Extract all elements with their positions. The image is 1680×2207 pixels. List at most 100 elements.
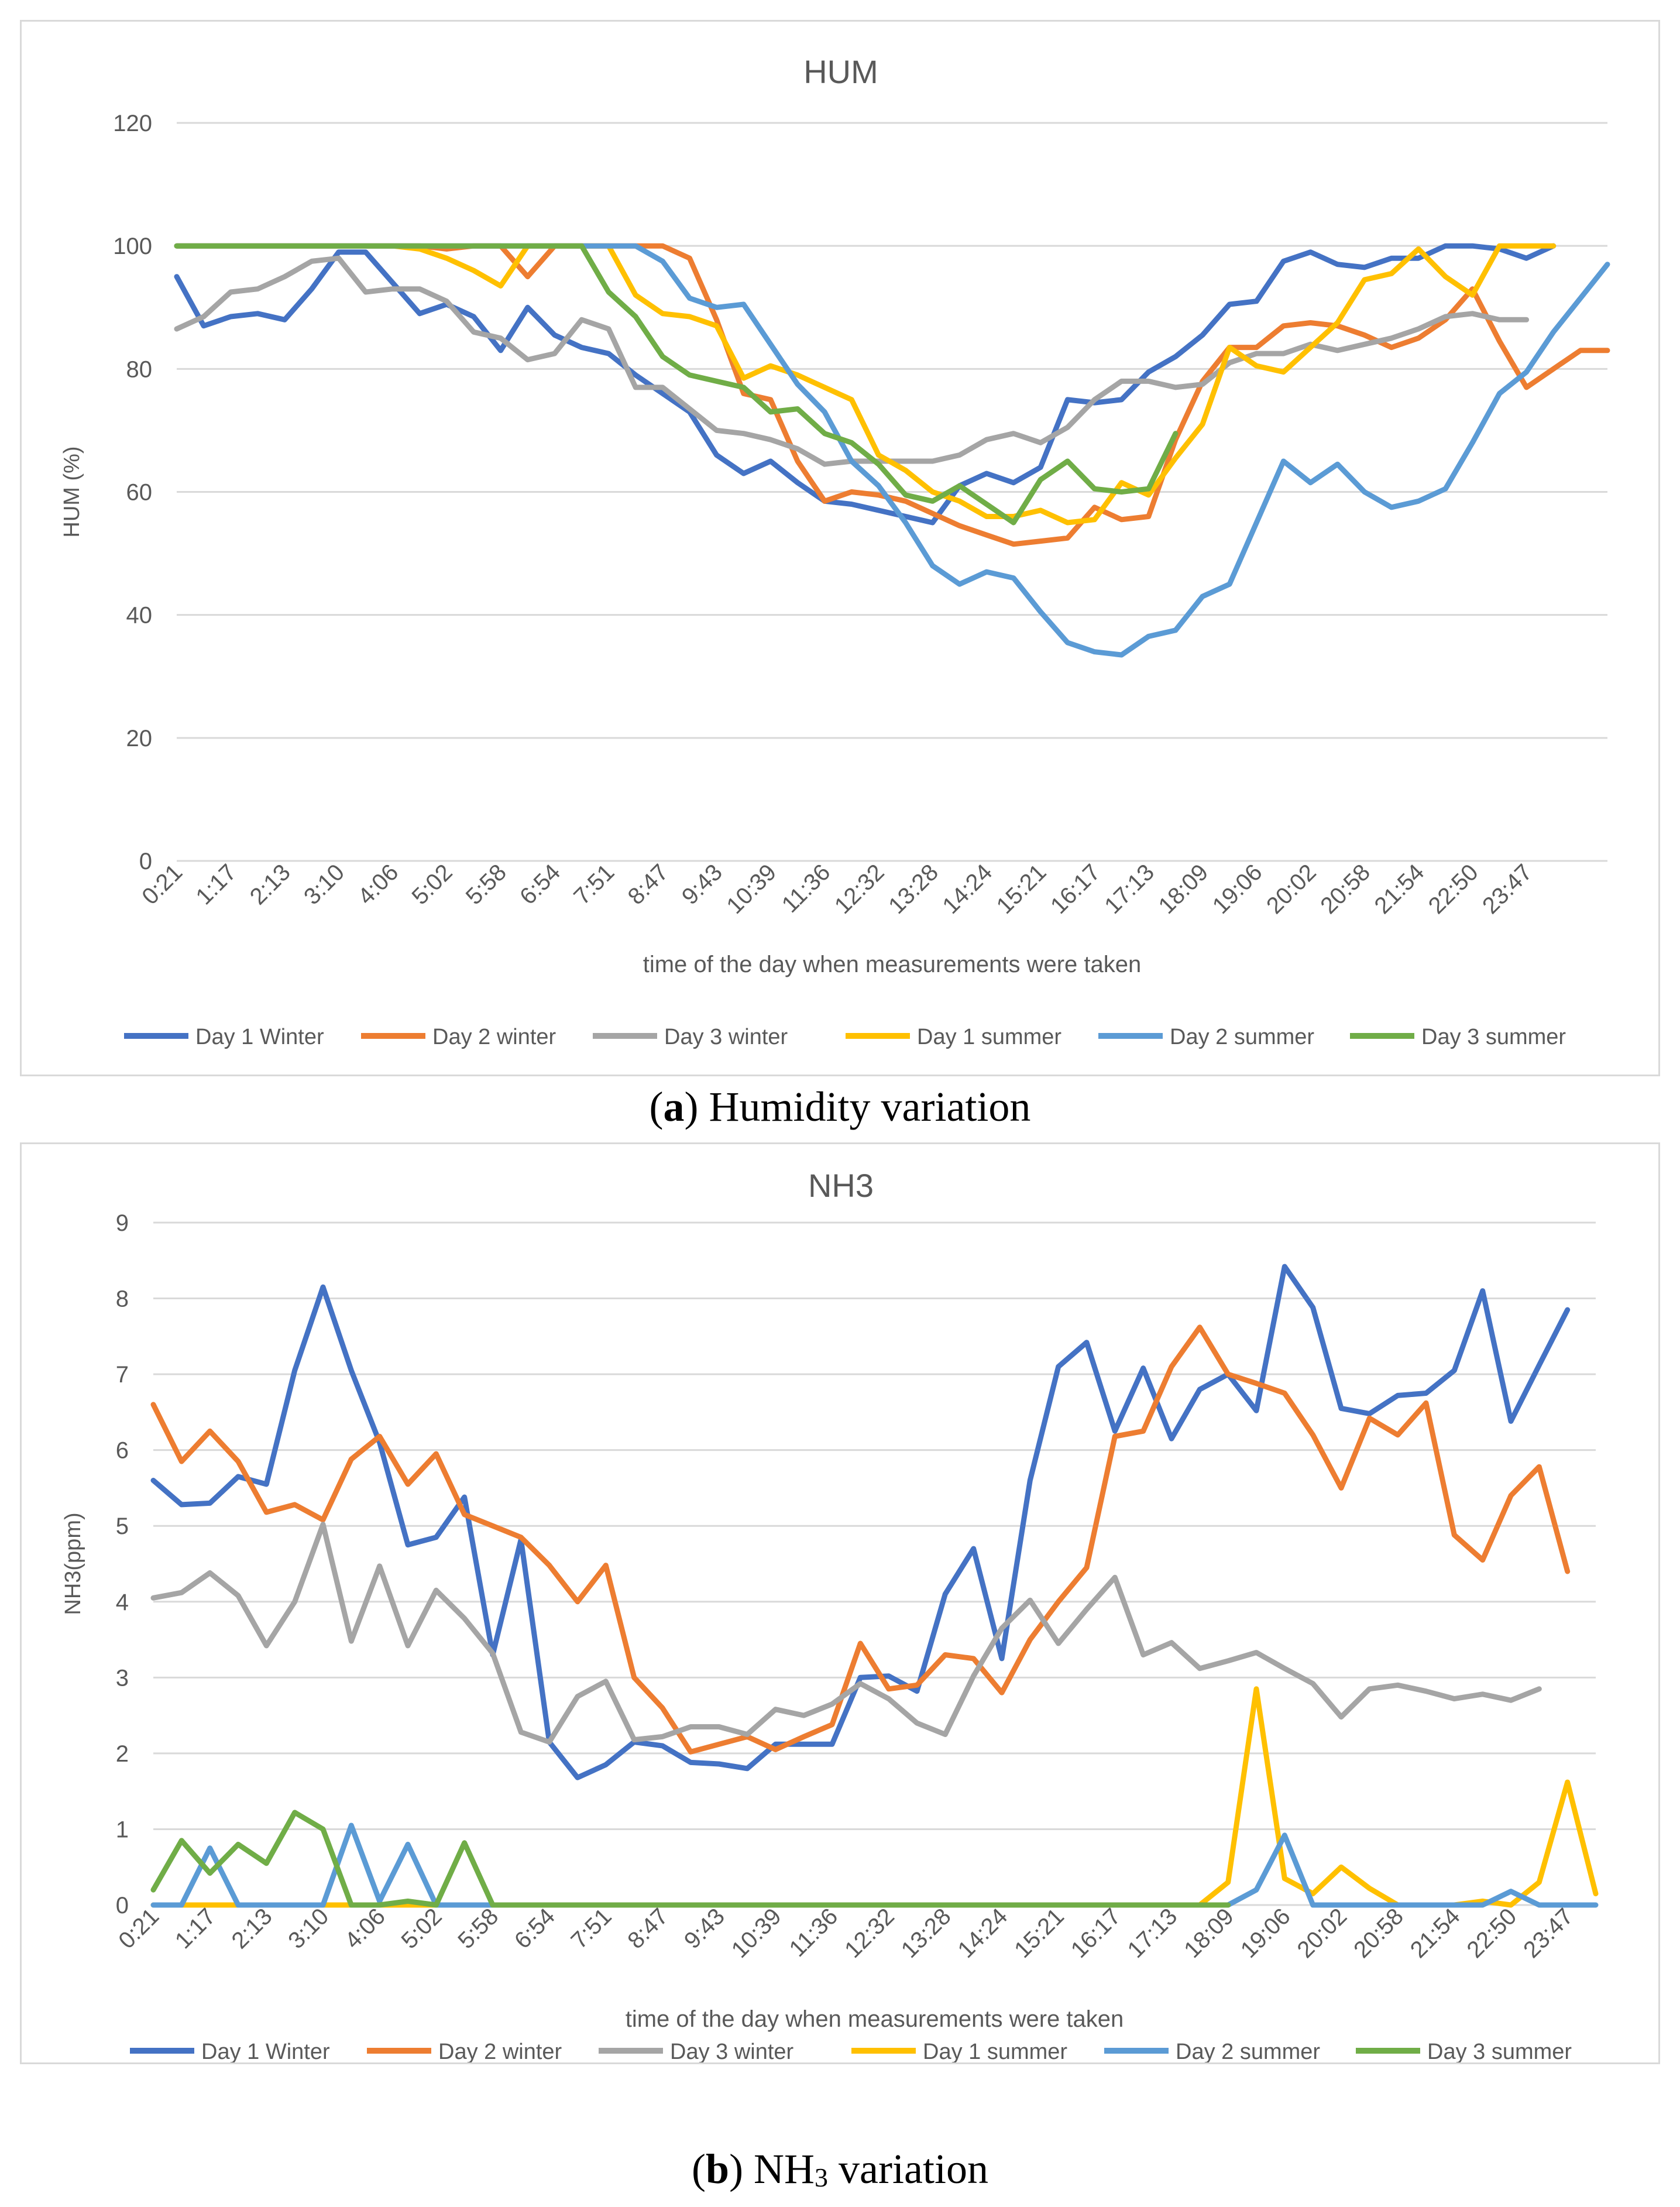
- y-tick-label: 80: [126, 356, 153, 382]
- x-tick-label: 3:10: [283, 1903, 334, 1954]
- x-tick-label: 2:13: [245, 859, 296, 909]
- x-tick-label: 7:51: [566, 1903, 617, 1954]
- chart-title: NH3: [808, 1167, 874, 1204]
- y-tick-label: 120: [113, 111, 152, 136]
- x-tick-label: 5:02: [407, 859, 458, 909]
- series-line-day-3-summer: [150, 1810, 1231, 1908]
- x-tick-label: 12:32: [840, 1903, 899, 1963]
- caption-b-suffix: variation: [828, 2146, 988, 2192]
- x-tick-label: 19:06: [1208, 859, 1267, 919]
- x-tick-label: 8:47: [623, 1903, 673, 1954]
- x-tick-label: 18:09: [1179, 1903, 1239, 1963]
- x-axis-title: time of the day when measurements were t…: [643, 952, 1142, 977]
- x-tick-label: 22:50: [1462, 1903, 1521, 1963]
- x-tick-label: 12:32: [830, 859, 889, 919]
- x-tick-label: 11:36: [785, 1903, 843, 1962]
- series-line-day-3-winter: [150, 1522, 1542, 1745]
- x-tick-label: 20:02: [1292, 1903, 1352, 1963]
- y-tick-label: 7: [116, 1362, 129, 1388]
- caption-b-prefix: NH: [743, 2146, 815, 2192]
- legend-label-day-3-summer: Day 3 summer: [1421, 1025, 1566, 1049]
- x-tick-label: 5:58: [461, 859, 511, 909]
- caption-b-sub: 3: [815, 2163, 829, 2192]
- x-tick-label: 21:54: [1370, 859, 1430, 919]
- x-tick-label: 22:50: [1424, 859, 1483, 919]
- legend-label-day-3-winter: Day 3 winter: [670, 2040, 794, 2062]
- series-line-day-2-summer: [174, 243, 1610, 658]
- x-tick-label: 21:54: [1406, 1903, 1465, 1963]
- caption-a-text: Humidity variation: [698, 1083, 1031, 1130]
- series-line-day-3-winter: [174, 255, 1530, 467]
- y-tick-label: 1: [116, 1817, 129, 1842]
- x-tick-label: 4:06: [340, 1903, 390, 1954]
- x-tick-label: 20:58: [1315, 859, 1375, 919]
- x-axis-title: time of the day when measurements were t…: [626, 2006, 1124, 2032]
- x-tick-label: 23:47: [1518, 1903, 1578, 1963]
- legend-label-day-2-winter: Day 2 winter: [432, 1025, 556, 1049]
- caption-nh3: (b) NH3 variation: [692, 2146, 988, 2192]
- legend-label-day-2-summer: Day 2 summer: [1176, 2040, 1320, 2062]
- x-tick-label: 9:43: [677, 859, 727, 909]
- y-tick-label: 4: [116, 1590, 129, 1615]
- legend-label-day-1-summer: Day 1 summer: [923, 2040, 1067, 2062]
- x-tick-label: 6:54: [510, 1903, 560, 1954]
- x-tick-label: 10:39: [722, 859, 781, 919]
- x-tick-label: 1:17: [170, 1903, 221, 1954]
- x-tick-label: 23:47: [1478, 859, 1537, 919]
- x-tick-label: 15:21: [1009, 1903, 1069, 1963]
- humidity-chart-panel: HUM 0 20 40 60 80 100 120 0:21 1:17 2:13 3:10 4:06 5:…: [20, 20, 1660, 1076]
- y-tick-label: 60: [126, 480, 153, 506]
- y-tick-label: 9: [116, 1210, 129, 1236]
- legend-label-day-2-winter: Day 2 winter: [438, 2040, 562, 2062]
- legend-label-day-2-summer: Day 2 summer: [1170, 1025, 1314, 1049]
- x-tick-label: 9:43: [679, 1903, 730, 1954]
- y-tick-label: 5: [116, 1513, 129, 1539]
- series-line-day-2-winter: [150, 1324, 1571, 1755]
- x-tick-label: 5:02: [397, 1903, 447, 1954]
- y-axis-title: NH3(ppm): [61, 1512, 85, 1615]
- x-tick-label: 20:02: [1262, 859, 1321, 919]
- legend-label-day-1-winter: Day 1 Winter: [195, 1025, 324, 1049]
- chart-title: HUM: [803, 53, 878, 90]
- x-tick-label: 6:54: [515, 859, 565, 909]
- x-tick-label: 3:10: [299, 859, 349, 909]
- x-tick-label: 14:24: [953, 1903, 1012, 1963]
- x-tick-label: 10:39: [727, 1903, 786, 1963]
- y-tick-label: 100: [113, 234, 152, 259]
- x-tick-label: 17:13: [1100, 859, 1159, 919]
- legend-label-day-1-summer: Day 1 summer: [917, 1025, 1061, 1049]
- caption-b-letter: b: [706, 2146, 730, 2192]
- x-tick-label: 19:06: [1236, 1903, 1296, 1963]
- caption-a-letter: a: [663, 1083, 685, 1130]
- x-tick-label: 1:17: [191, 859, 241, 909]
- x-tick-label: 7:51: [569, 859, 619, 909]
- y-tick-label: 20: [126, 726, 153, 751]
- y-tick-label: 2: [116, 1741, 129, 1767]
- legend-label-day-3-summer: Day 3 summer: [1427, 2040, 1572, 2062]
- y-tick-label: 8: [116, 1286, 129, 1312]
- legend-label-day-3-winter: Day 3 winter: [664, 1025, 788, 1049]
- y-tick-label: 3: [116, 1665, 129, 1691]
- x-tick-label: 13:28: [896, 1903, 956, 1963]
- y-tick-label: 0: [116, 1893, 129, 1918]
- x-tick-label: 2:13: [227, 1903, 277, 1954]
- x-tick-label: 15:21: [992, 859, 1052, 919]
- x-tick-label: 20:58: [1349, 1903, 1408, 1963]
- x-tick-label: 18:09: [1153, 859, 1213, 919]
- x-tick-label: 16:17: [1046, 859, 1105, 919]
- series-line-day-3-summer: [174, 243, 1179, 526]
- x-tick-label: 4:06: [353, 859, 403, 909]
- legend-label-day-1-winter: Day 1 Winter: [201, 2040, 330, 2062]
- caption-humidity: (a) Humidity variation: [649, 1083, 1031, 1130]
- x-tick-label: 14:24: [937, 859, 997, 919]
- x-tick-label: 13:28: [884, 859, 943, 919]
- y-tick-label: 6: [116, 1438, 129, 1464]
- x-tick-label: 5:58: [453, 1903, 503, 1954]
- x-tick-label: 17:13: [1122, 1903, 1182, 1963]
- series-line-day-1-winter: [174, 243, 1557, 526]
- nh3-chart-panel: NH3 0 1 2 3 4 5 6 7 8 9 0:21 1:17 2:13 3:10 4:06 5:02 5:5…: [20, 1142, 1660, 2064]
- y-tick-label: 40: [126, 603, 153, 629]
- y-axis-title: HUM (%): [60, 446, 84, 537]
